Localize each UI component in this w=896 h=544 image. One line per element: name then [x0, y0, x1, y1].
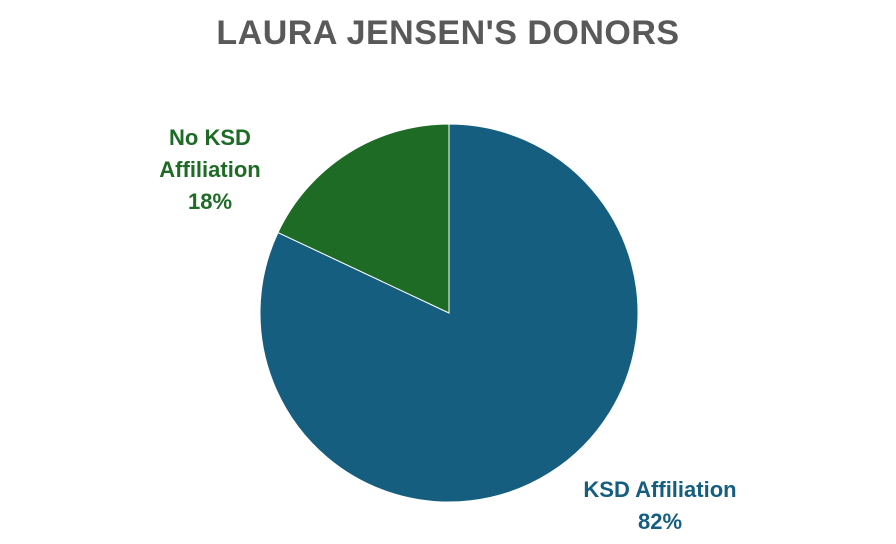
chart-title: LAURA JENSEN'S DONORS [216, 14, 680, 52]
slice-label-line: KSD Affiliation [583, 477, 737, 502]
slice-label-ksd-affiliation: KSD Affiliation 82% [560, 474, 760, 538]
slice-label-no-ksd-affiliation: No KSD Affiliation 18% [130, 122, 290, 218]
slice-label-line: Affiliation [159, 157, 261, 182]
slice-label-percent: 18% [187, 189, 233, 214]
slice-label-line: No KSD [169, 125, 251, 150]
slice-label-percent: 82% [637, 509, 683, 534]
pie-slice-no-ksd-affiliation [277, 123, 450, 314]
